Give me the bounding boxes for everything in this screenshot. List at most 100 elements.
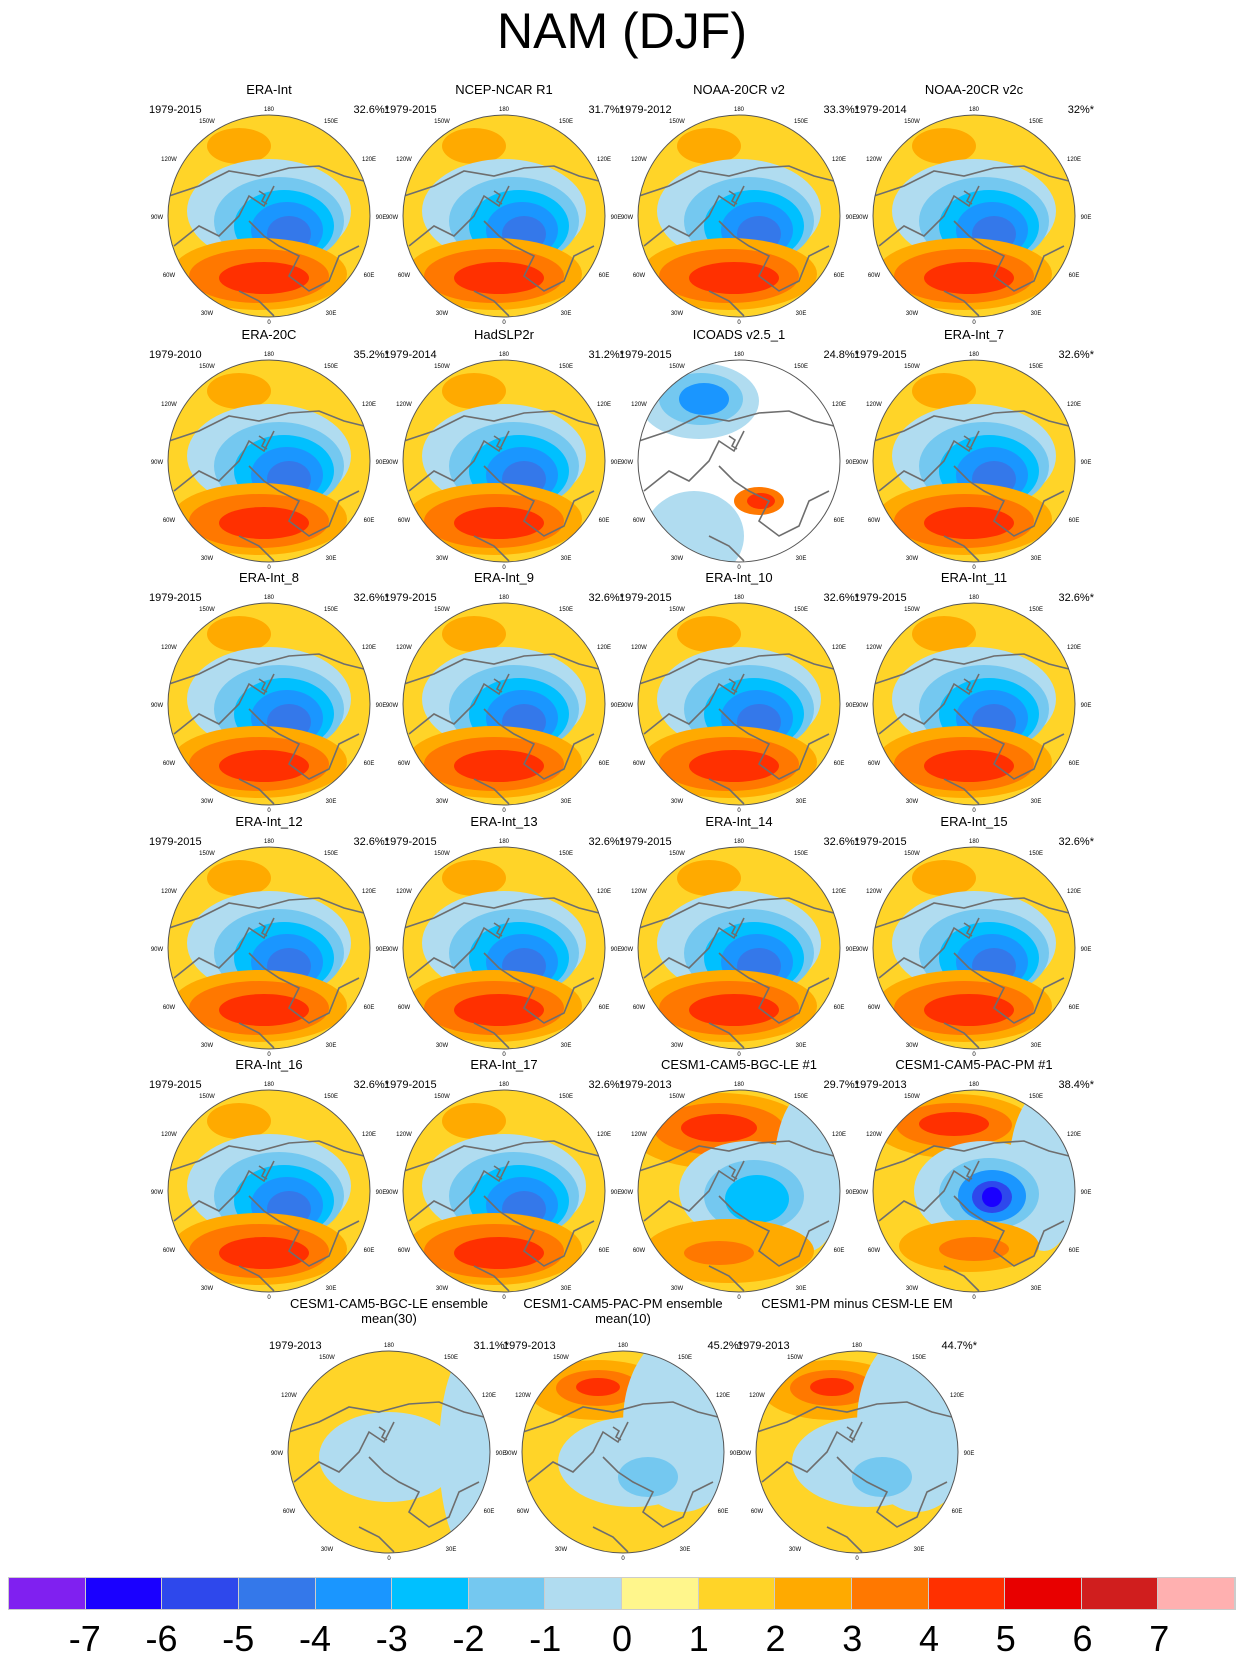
contour-region (219, 994, 309, 1026)
longitude-label: 150W (434, 119, 450, 125)
longitude-label: 30E (1031, 1043, 1042, 1049)
longitude-label: 150W (669, 364, 685, 370)
colorbar-tick-label: 7 (1149, 1618, 1170, 1656)
longitude-label: 60E (364, 1248, 375, 1254)
longitude-label: 120W (866, 645, 882, 651)
longitude-label: 60E (599, 518, 610, 524)
contour-region (679, 383, 729, 415)
panel-variance-pct: 31.7%* (588, 104, 624, 116)
longitude-label: 120E (1067, 402, 1081, 408)
contour-region (677, 128, 741, 164)
longitude-label: 90W (151, 460, 164, 466)
longitude-label: 30E (1031, 311, 1042, 317)
map-border (637, 359, 841, 563)
longitude-label: 60E (364, 273, 375, 279)
contour-region (219, 262, 309, 294)
polar-map: 180 150W 150E 120W 120E 90W 90E 60W 60E 30W 30E 0 (856, 839, 1092, 1058)
coastline (873, 1140, 1070, 1292)
longitude-label: 90W (386, 703, 399, 709)
longitude-label: 150W (669, 1094, 685, 1100)
polar-map: 180 150W 150E 120W 120E 90W 90E 60W 60E 30W 30E 0 (739, 1343, 975, 1562)
longitude-label: 120E (597, 1132, 611, 1138)
contour-region (924, 262, 1014, 294)
longitude-label: 150E (324, 119, 338, 125)
longitude-label: 0 (267, 320, 271, 326)
panel-years: 1979-2010 (149, 349, 202, 361)
longitude-label: 90W (856, 215, 869, 221)
map-border (755, 1350, 959, 1554)
coastline (168, 410, 365, 562)
longitude-label: 60E (718, 1509, 729, 1515)
longitude-label: 30W (201, 799, 214, 805)
panel-title: ERA-Int_7 (944, 327, 1004, 342)
colorbar-swatch (698, 1578, 776, 1609)
map-panel: 180 150W 150E 120W 120E 90W 90E 60W 60E 30W 30E 0 ER… (149, 570, 389, 824)
coastline (522, 1401, 719, 1553)
longitude-label: 120E (597, 157, 611, 163)
longitude-label: 180 (264, 352, 275, 358)
map-border (637, 1089, 841, 1293)
longitude-label: 0 (737, 1052, 741, 1058)
longitude-label: 60W (163, 1005, 176, 1011)
colorbar-tick-label: 4 (918, 1618, 940, 1656)
longitude-label: 150W (434, 607, 450, 613)
longitude-label: 120E (950, 1393, 964, 1399)
panel-title: CESM1-PM minus CESM-LE EM (761, 1296, 953, 1311)
longitude-label: 180 (618, 1343, 629, 1349)
longitude-label: 0 (855, 1556, 859, 1562)
longitude-label: 120E (1067, 645, 1081, 651)
longitude-label: 120W (161, 889, 177, 895)
polar-map: 180 150W 150E 120W 120E 90W 90E 60W 60E 30W 30E 0 (151, 1082, 387, 1301)
longitude-label: 150W (199, 364, 215, 370)
panel-years: 1979-2015 (619, 349, 672, 361)
longitude-label: 30W (671, 799, 684, 805)
panel-years: 1979-2015 (619, 592, 672, 604)
panel-variance-pct: 32.6%* (588, 1079, 624, 1091)
panel-title: ERA-Int (246, 82, 292, 97)
longitude-label: 60W (163, 273, 176, 279)
longitude-label: 0 (972, 1052, 976, 1058)
colorbar-swatch (392, 1578, 469, 1609)
colorbar-swatch (315, 1578, 393, 1609)
map-panel: 180 150W 150E 120W 120E 90W 90E 60W 60E 30W 30E 0 CE… (854, 1057, 1094, 1311)
map-panel: 180 150W 150E 120W 120E 90W 90E 60W 60E 30W 30E 0 CE… (737, 1296, 977, 1572)
colorbar-swatch (9, 1578, 86, 1609)
colorbar-swatch (928, 1578, 1006, 1609)
longitude-label: 0 (502, 808, 506, 814)
longitude-label: 30E (796, 1286, 807, 1292)
longitude-label: 60E (484, 1509, 495, 1515)
longitude-label: 60W (163, 1248, 176, 1254)
map-panel: 180 150W 150E 120W 120E 90W 90E 60W 60E 30W 30E 0 CE… (269, 1296, 509, 1572)
longitude-label: 30W (436, 311, 449, 317)
contour-region (442, 1103, 506, 1139)
longitude-label: 120W (631, 157, 647, 163)
panel-years: 1979-2015 (149, 592, 202, 604)
longitude-label: 0 (267, 1295, 271, 1301)
longitude-label: 30W (906, 1286, 919, 1292)
contour-region (689, 994, 779, 1026)
longitude-label: 60E (1069, 1248, 1080, 1254)
longitude-label: 120E (832, 645, 846, 651)
panel-variance-pct: 32.6%* (823, 592, 859, 604)
polar-map: 180 150W 150E 120W 120E 90W 90E 60W 60E 30W 30E 0 (386, 107, 622, 326)
polar-map: 180 150W 150E 120W 120E 90W 90E 60W 60E 30W 30E 0 (621, 352, 857, 571)
panel-years: 1979-2015 (854, 592, 907, 604)
longitude-label: 120W (631, 402, 647, 408)
map-border (637, 602, 841, 806)
panel-variance-pct: 32.6%* (353, 1079, 389, 1091)
coastline (403, 410, 600, 562)
panel-title: CESM1-CAM5-BGC-LE ensemble mean(30) (290, 1296, 488, 1326)
longitude-label: 120W (866, 157, 882, 163)
longitude-label: 180 (969, 352, 980, 358)
longitude-label: 180 (969, 1082, 980, 1088)
panel-variance-pct: 33.3%* (823, 104, 859, 116)
longitude-label: 30W (671, 1043, 684, 1049)
longitude-label: 60E (364, 1005, 375, 1011)
longitude-label: 120E (362, 645, 376, 651)
figure-title: NAM (DJF) (497, 3, 747, 59)
longitude-label: 60W (398, 761, 411, 767)
panel-years: 1979-2015 (384, 1079, 437, 1091)
longitude-label: 30E (326, 1043, 337, 1049)
longitude-label: 150W (199, 1094, 215, 1100)
colorbar-swatch (1158, 1578, 1235, 1609)
